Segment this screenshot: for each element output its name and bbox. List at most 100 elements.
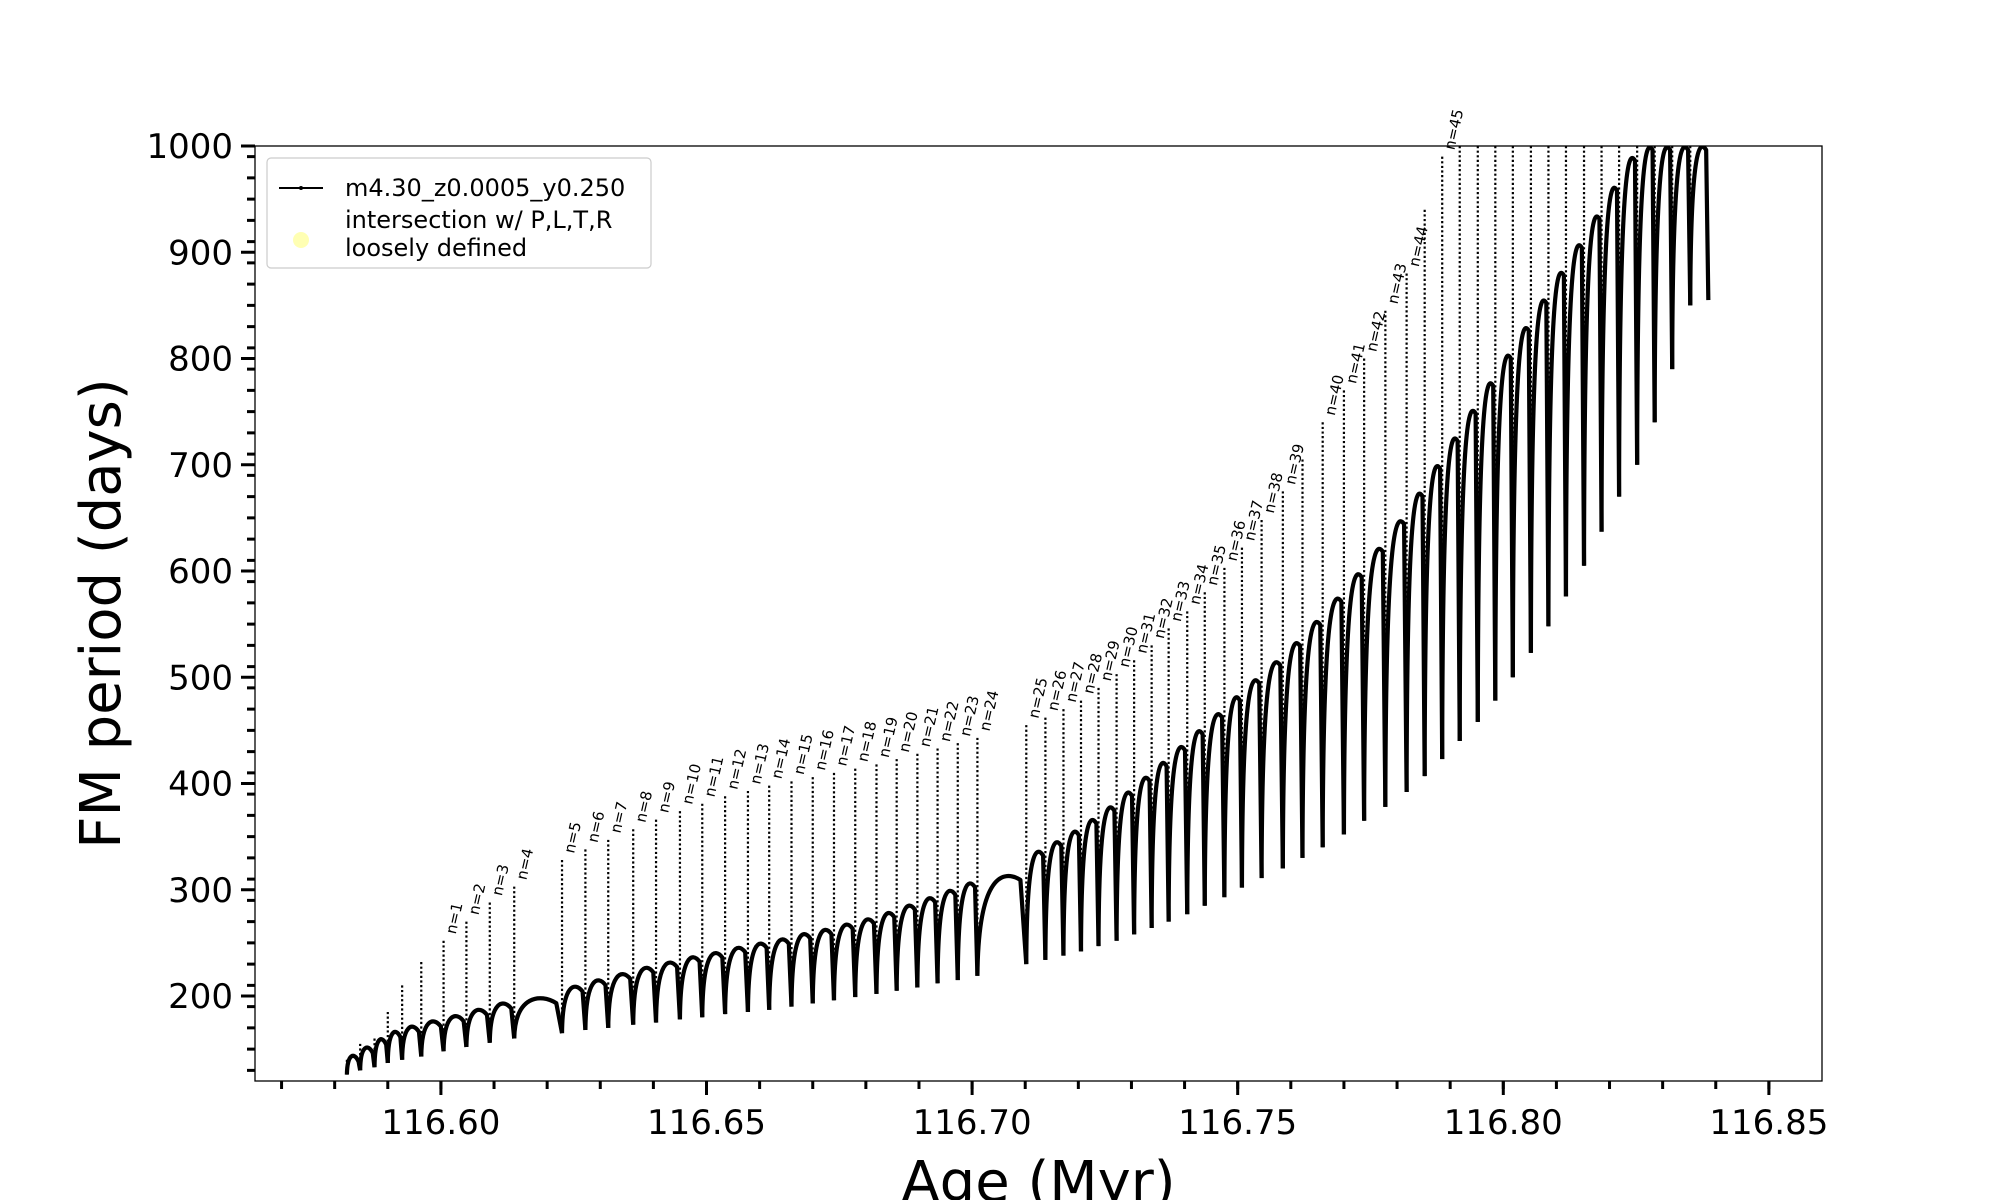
- pulse-arc: [583, 978, 611, 1031]
- y-tick-label: 200: [168, 977, 233, 1017]
- x-axis-title: Age (Myr): [901, 1150, 1175, 1200]
- pulse-arc: [1280, 641, 1305, 869]
- pulse-arc: [1239, 678, 1264, 888]
- pulse-mark: [1581, 146, 1604, 566]
- pulse-mark: [1202, 592, 1227, 906]
- pulse-mark: [385, 1011, 405, 1063]
- pulse-arc: [1422, 463, 1445, 777]
- pulse-arc: [464, 1007, 492, 1048]
- pulse-arc: [653, 960, 683, 1023]
- y-axis: 200 300 400 500 600 700 800 900 1000: [146, 127, 255, 1072]
- legend-box: [266, 157, 652, 269]
- pulse-mark: [606, 839, 636, 1028]
- pulse-arc: [1024, 849, 1048, 965]
- pulse-mark: [400, 985, 424, 1060]
- pulse-mark: [1149, 645, 1171, 929]
- pulse-arc: [1440, 436, 1462, 760]
- x-tick-label: 116.70: [913, 1103, 1032, 1143]
- pulse-mark: [1563, 146, 1587, 597]
- pulse-mark: [894, 759, 920, 991]
- pulse-arc: [400, 1024, 424, 1060]
- pulse-arc: [1043, 840, 1066, 960]
- pulse-mark: [583, 849, 611, 1031]
- pulse-arc: [723, 945, 751, 1015]
- legend: m4.30_z0.0005_y0.250 intersection w/ P,L,…: [266, 157, 652, 269]
- pulse-mark: [559, 860, 588, 1034]
- pulse-arc: [975, 873, 1029, 976]
- pulse-mark: [1383, 310, 1409, 807]
- pulse-mark: [1114, 674, 1137, 941]
- pulse-mark: [358, 1043, 377, 1071]
- pulse-mark: [464, 921, 492, 1048]
- y-axis-title: FM period (days): [69, 378, 134, 848]
- y-tick-label: 600: [168, 552, 233, 592]
- pulse-mark: [1341, 390, 1367, 835]
- pulse-mark: [1280, 491, 1305, 869]
- pulse-arc: [512, 996, 565, 1039]
- pulse-arc: [631, 965, 659, 1025]
- pulse-arc: [677, 955, 705, 1020]
- pulse-mark: [1457, 146, 1480, 742]
- pulse-mark: [1528, 146, 1551, 653]
- pulse-mark: [975, 737, 1029, 976]
- y-tick-label: 700: [168, 446, 233, 486]
- pulse-arc: [1061, 829, 1084, 956]
- pulse-arc: [1546, 270, 1569, 627]
- pulse-mark: [1024, 725, 1048, 965]
- x-tick-label: 116.85: [1709, 1103, 1828, 1143]
- pulse-arc: [1616, 155, 1640, 497]
- pulse-mark: [1300, 459, 1325, 858]
- pulse-mark: [1362, 358, 1388, 821]
- pulse-arc: [789, 932, 815, 1007]
- pulse-arc: [1404, 491, 1427, 793]
- pulse-mark: [789, 781, 815, 1007]
- pulse-mark: [1635, 146, 1657, 465]
- x-tick-label: 116.75: [1178, 1103, 1297, 1143]
- pulse-arc: [1670, 146, 1693, 370]
- pulse-mark: [831, 772, 858, 1001]
- pulse-arc: [1259, 660, 1285, 879]
- pulse-mark: [677, 811, 705, 1020]
- pulse-arc: [1563, 243, 1587, 597]
- data-marks: [344, 146, 1711, 1075]
- pulse-mark: [1078, 700, 1101, 952]
- pulse-mark: [767, 785, 794, 1010]
- pulse-arc: [874, 910, 899, 994]
- x-tick-label: 116.60: [381, 1103, 500, 1143]
- pulse-mark: [441, 940, 469, 1052]
- pulse-mark: [1239, 547, 1264, 888]
- pulse-arc: [1652, 146, 1675, 423]
- pulse-mark: [1440, 156, 1462, 760]
- pulse-arc: [1320, 596, 1347, 848]
- pulse-arc: [767, 937, 794, 1010]
- pulse-mark: [631, 829, 659, 1025]
- pulse-arc: [606, 972, 636, 1028]
- pulse-arc: [1599, 185, 1622, 532]
- pulse-arc: [441, 1014, 469, 1052]
- pulse-arc: [935, 888, 960, 984]
- pulse-arc: [1493, 353, 1515, 701]
- pulse-arc: [419, 1019, 446, 1057]
- x-tick-label: 116.65: [647, 1103, 766, 1143]
- pulse-arc: [810, 927, 837, 1004]
- pulse-arc: [1114, 790, 1137, 941]
- pulse-mark: [512, 886, 565, 1039]
- pulse-arc: [559, 984, 588, 1034]
- pulse-arc: [1510, 325, 1534, 678]
- pulse-arc: [1362, 546, 1388, 821]
- pulse-mark: [1688, 146, 1711, 306]
- pulse-mark: [653, 819, 683, 1023]
- pulse-arc: [1078, 818, 1101, 952]
- pulse-mark: [874, 764, 899, 994]
- pulse-mark: [1422, 209, 1445, 777]
- pulse-mark: [1132, 660, 1154, 935]
- legend-label: intersection w/ P,L,T,R: [345, 206, 612, 234]
- pulse-mark: [955, 743, 980, 981]
- pulse-arc: [1688, 146, 1711, 306]
- pulse-mark: [1493, 146, 1515, 701]
- pulse-mark: [745, 790, 772, 1012]
- pulse-mark: [1185, 611, 1207, 915]
- pulse-arc: [358, 1045, 377, 1071]
- pulse-mark: [1043, 717, 1066, 960]
